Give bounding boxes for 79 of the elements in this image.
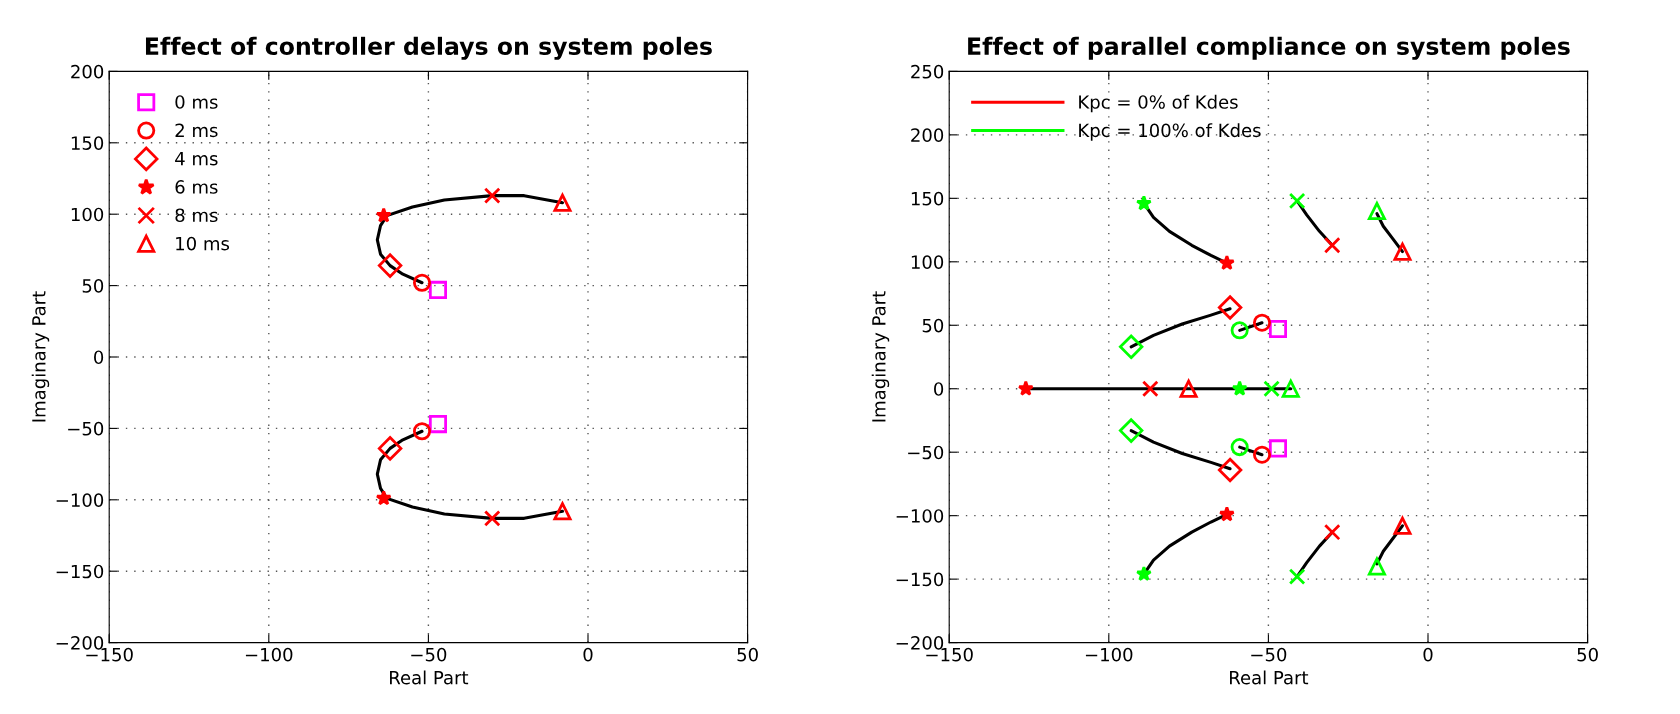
point [483,510,501,527]
x-tick-label: −100 [245,647,293,662]
chart-title: Effect of controller delays on system poles [145,36,712,60]
x-tick-label: −50 [411,647,447,662]
legend-label: 8 ms [175,208,218,223]
point [375,207,392,223]
point [1393,516,1412,535]
y-axis-title: Imaginary Part [871,291,890,422]
y-tick-label: −50 [908,445,944,460]
y-tick-label: 100 [911,255,944,269]
x-tick-label: 0 [1423,647,1433,662]
x-tick-label: 0 [583,647,593,662]
x-tick-label: 50 [737,647,758,662]
point [412,422,432,441]
point [1367,202,1386,221]
point [1217,457,1243,483]
x-axis-title: Real Part [1230,670,1309,685]
legend-label: 0 ms [175,95,218,109]
y-tick-label: 200 [911,128,944,142]
point [1281,379,1300,398]
y-tick-label: −50 [68,421,104,436]
point [1288,568,1306,585]
point [553,502,572,521]
y-tick-label: 150 [71,136,104,150]
y-tick-label: −150 [896,572,944,587]
point [1367,557,1386,576]
y-tick-label: 100 [71,207,104,222]
point [1263,380,1280,398]
y-tick-label: 250 [911,64,944,79]
point [375,490,392,506]
x-tick-label: −100 [1085,647,1133,662]
y-tick-label: 200 [71,64,104,79]
point [553,193,572,212]
y-tick-label: −100 [896,509,944,523]
legend-label: Kpc = 100% of Kdes [1079,123,1261,141]
point [483,187,501,204]
point [1218,506,1235,522]
y-axis-title: Imaginary Part [31,291,50,422]
point [1118,334,1144,360]
point [412,273,432,292]
point [428,280,448,299]
point [1230,438,1249,457]
y-tick-label: 50 [82,279,104,293]
point [377,436,403,461]
point [1135,195,1152,211]
y-tick-label: −100 [56,493,104,507]
legend-label: 10 ms [176,236,230,251]
point [1252,313,1272,332]
point [1230,321,1249,340]
point [1288,192,1306,210]
point [1017,380,1034,396]
point [1268,320,1288,339]
x-axis-title: Real Part [390,670,469,685]
point [1323,523,1341,541]
legend-label: 6 ms [175,180,218,194]
point [1323,236,1341,254]
point [1179,379,1198,398]
y-tick-label: 0 [934,382,944,396]
point [1268,439,1288,458]
chart-title: Effect of parallel compliance on system poles [968,36,1570,60]
legend-label: 4 ms [175,152,218,166]
legend-label: 2 ms [175,123,218,138]
point [1118,418,1144,443]
x-tick-label: 50 [1577,647,1598,662]
point [1135,565,1152,582]
point [1218,254,1235,271]
y-tick-label: 50 [922,318,944,333]
point [428,415,448,434]
y-tick-label: −150 [56,564,104,579]
point [377,253,403,278]
point [1141,380,1159,398]
point [1217,295,1243,320]
y-tick-label: 0 [94,350,104,365]
point [1252,445,1272,464]
y-tick-label: 150 [911,191,944,206]
x-tick-label: −50 [1251,647,1287,662]
point [1231,380,1248,396]
point [1393,242,1412,261]
legend-label: Kpc = 0% of Kdes [1079,94,1238,113]
